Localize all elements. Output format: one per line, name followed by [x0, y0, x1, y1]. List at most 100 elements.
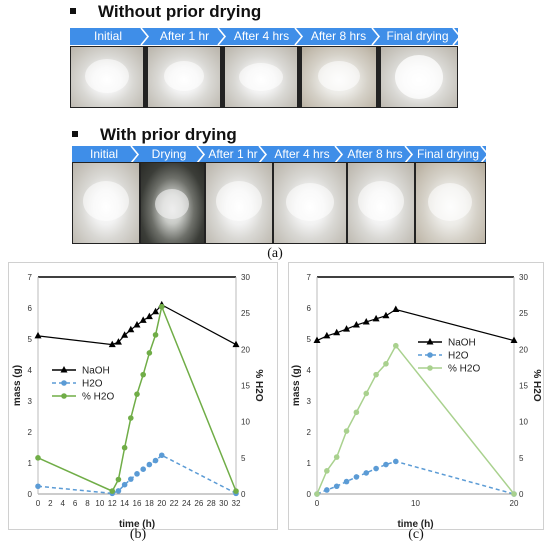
- data-point-circle: [115, 488, 122, 494]
- data-point-circle: [140, 371, 146, 378]
- y-tick-label-left: 6: [28, 304, 33, 313]
- data-point-circle: [324, 487, 330, 493]
- x-tick-label: 14: [120, 499, 129, 508]
- data-point-circle: [333, 454, 340, 460]
- data-point-circle: [363, 390, 370, 397]
- x-tick-label: 16: [133, 499, 142, 508]
- data-point-triangle: [343, 325, 351, 332]
- data-point-triangle: [139, 316, 147, 323]
- data-point-triangle: [127, 325, 135, 333]
- y-tick-label-left: 1: [307, 459, 312, 468]
- stage-label: After 4 hrs: [233, 29, 290, 43]
- data-point-circle: [158, 452, 165, 459]
- y-tick-label-right: 20: [241, 345, 250, 354]
- data-point-circle: [128, 415, 134, 421]
- photo-bottom-final-drying: [416, 163, 485, 243]
- series-line: [316, 460, 515, 495]
- x-tick-label: 32: [232, 499, 241, 508]
- photo-bottom-drying: [141, 163, 204, 243]
- legend-label: NaOH: [82, 366, 110, 377]
- data-point-circle: [128, 476, 134, 482]
- section-title-without-drying: Without prior drying: [70, 2, 261, 22]
- y-tick-label-right: 10: [519, 418, 528, 427]
- y-tick-label-left: 4: [307, 366, 312, 375]
- chevron-right-icon: [217, 28, 227, 45]
- legend-marker: [427, 352, 433, 358]
- y-axis-label-left: mass (g): [291, 365, 302, 406]
- stage-label: Initial: [93, 29, 122, 43]
- x-tick-label: 10: [411, 499, 420, 508]
- y-axis-label-left: mass (g): [12, 365, 23, 406]
- series-line: [316, 344, 515, 495]
- data-point-triangle: [121, 331, 129, 338]
- legend-marker: [60, 366, 68, 373]
- stage-label: Final drying: [386, 29, 449, 43]
- y-tick-label-left: 5: [28, 335, 33, 344]
- chevron-right-icon: [130, 146, 140, 163]
- photo-top-initial: [71, 47, 143, 107]
- x-tick-label: 8: [85, 499, 90, 508]
- y-tick-label-left: 3: [28, 397, 33, 406]
- data-point-circle: [146, 461, 153, 468]
- y-tick-label-right: 30: [241, 273, 250, 282]
- x-axis-label: time (h): [119, 519, 155, 530]
- y-tick-label-right: 20: [519, 345, 528, 354]
- data-point-circle: [353, 409, 360, 416]
- chevron-right-icon: [371, 28, 381, 45]
- legend-label: H2O: [82, 379, 103, 390]
- y-tick-label-left: 0: [307, 490, 312, 499]
- series-line: [316, 308, 515, 342]
- data-point-triangle: [392, 305, 400, 313]
- legend-label: NaOH: [448, 338, 476, 349]
- x-tick-label: 10: [95, 499, 104, 508]
- stage-label: After 4 hrs: [274, 147, 330, 161]
- photo-bottom-after-1hr: [206, 163, 272, 243]
- data-point-triangle: [145, 312, 153, 320]
- data-point-circle: [363, 470, 370, 476]
- data-point-triangle: [34, 331, 42, 339]
- data-point-triangle: [362, 317, 370, 325]
- chevron-right-icon: [294, 28, 304, 45]
- y-tick-label-left: 5: [307, 335, 312, 344]
- x-tick-label: 26: [194, 499, 203, 508]
- data-point-circle: [109, 488, 116, 494]
- data-point-triangle: [510, 336, 518, 344]
- photo-bottom-after-8hrs: [348, 163, 414, 243]
- caption-b: (b): [129, 527, 147, 542]
- x-tick-label: 30: [219, 499, 228, 508]
- chevron-right-icon: [334, 146, 344, 163]
- data-point-circle: [333, 483, 340, 490]
- stage-label: After 1 hr: [159, 29, 210, 43]
- data-point-circle: [146, 350, 153, 356]
- y-axis-label-right: % H2O: [531, 369, 542, 401]
- data-point-circle: [134, 391, 140, 397]
- y-tick-label-right: 5: [519, 454, 524, 463]
- stage-label: Initial: [89, 147, 118, 161]
- legend-label: H2O: [448, 351, 469, 362]
- data-point-triangle: [333, 328, 341, 336]
- chart-c: 0 1 2 3 4 5 6 7 0 5 10 15 20 25 30 0 10 20 time (h) mass (g…: [288, 262, 544, 530]
- y-tick-label-right: 25: [241, 309, 250, 318]
- photo-bottom-after-4hrs: [274, 163, 346, 243]
- legend-marker: [427, 365, 433, 371]
- photo-top-final-drying: [381, 47, 457, 107]
- stage-label: After 1 hr: [208, 147, 258, 161]
- data-point-triangle: [382, 311, 390, 319]
- y-tick-label-left: 2: [28, 428, 33, 437]
- x-tick-label: 22: [170, 499, 179, 508]
- chevron-right-icon: [258, 146, 268, 163]
- data-point-circle: [383, 361, 389, 367]
- y-tick-label-left: 2: [307, 428, 312, 437]
- x-tick-label: 28: [207, 499, 216, 508]
- y-tick-label-left: 4: [28, 366, 33, 375]
- data-point-circle: [343, 478, 350, 485]
- y-tick-label-left: 1: [28, 459, 33, 468]
- photo-top-after-4hrs: [225, 47, 297, 107]
- stage-label: After 8 hrs: [310, 29, 367, 43]
- data-point-triangle: [152, 307, 160, 315]
- data-point-circle: [383, 461, 389, 468]
- data-point-triangle: [323, 331, 331, 339]
- data-point-triangle: [372, 314, 380, 322]
- data-point-triangle: [114, 338, 122, 345]
